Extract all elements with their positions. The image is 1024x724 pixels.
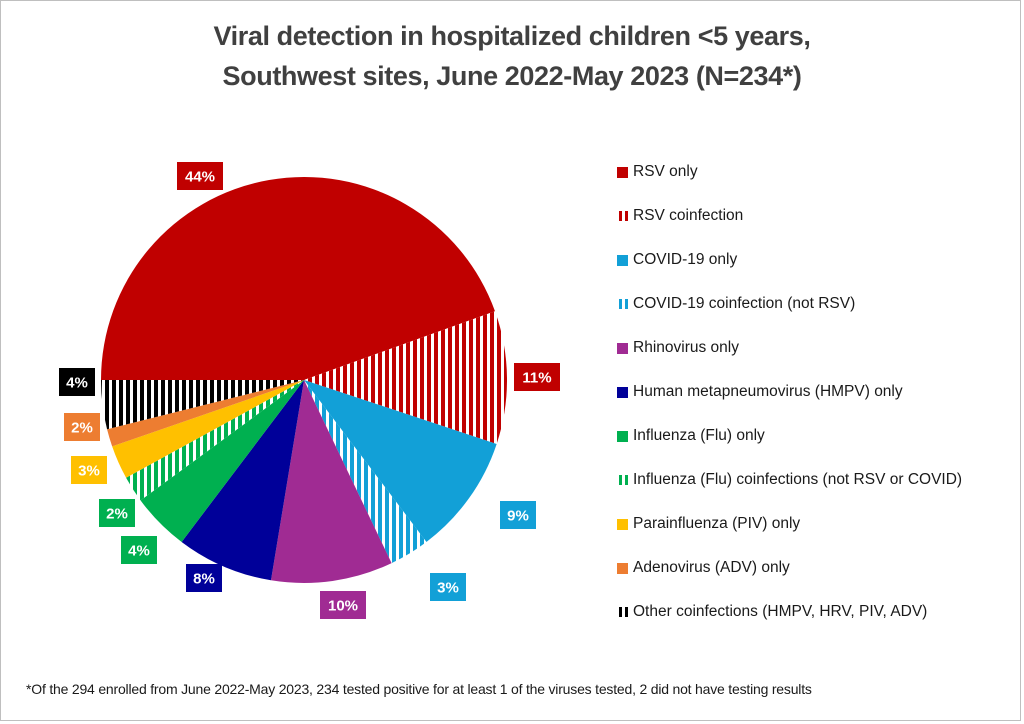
data-label-influenza-flu-only: 4% [121, 536, 157, 564]
pie-slice-human-metapneumovirus-hmpv-only [181, 380, 304, 581]
legend-swatch [617, 342, 628, 354]
data-label-box [320, 591, 366, 619]
data-label-text: 9% [507, 508, 529, 525]
legend-swatch [619, 299, 628, 309]
legend-label: COVID-19 coinfection (not RSV) [633, 295, 856, 312]
pie-data-labels: 44% 11% 9% 3% 10% 8% 4% 2% 3% 2% 4% [59, 162, 560, 619]
data-label-text: 3% [78, 463, 100, 480]
data-label-text: 3% [437, 580, 459, 597]
data-label-box [186, 564, 222, 592]
data-label-box [121, 536, 157, 564]
data-label-rsv-coinfection: 11% [514, 363, 560, 391]
data-label-box [64, 413, 100, 441]
data-label-box [99, 499, 135, 527]
legend-item-influenza-flu-coinfections-not-rsv-or-covid: Influenza (Flu) coinfections (not RSV or… [617, 468, 962, 492]
legend-item-rsv-coinfection: RSV coinfection [617, 204, 743, 228]
pie-slice-adenovirus-adv-only [107, 380, 304, 447]
chart-title-line-2: Southwest sites, June 2022-May 2023 (N=2… [222, 61, 802, 91]
legend-item-human-metapneumovirus-hmpv-only: Human metapneumovirus (HMPV) only [617, 380, 903, 404]
pie-slice-rsv-only [101, 177, 495, 380]
legend-item-parainfluenza-piv-only: Parainfluenza (PIV) only [617, 512, 800, 536]
legend-swatch [617, 518, 628, 530]
data-label-box [500, 501, 536, 529]
legend-item-influenza-flu-only: Influenza (Flu) only [617, 424, 765, 448]
legend-label: RSV only [633, 163, 698, 180]
legend-label: Influenza (Flu) only [633, 427, 765, 444]
legend-label: Other coinfections (HMPV, HRV, PIV, ADV) [633, 603, 928, 620]
legend-item-other-coinfections-hmpv-hrv-piv-adv: Other coinfections (HMPV, HRV, PIV, ADV) [617, 600, 927, 624]
data-label-parainfluenza-piv-only: 3% [71, 456, 107, 484]
data-label-covid-19-only: 9% [500, 501, 536, 529]
data-label-text: 4% [128, 543, 150, 560]
pie-slice-rhinovirus-only [270, 380, 392, 584]
legend-label: RSV coinfection [633, 207, 744, 224]
pie-slice-influenza-flu-coinfections-not-rsv-or-covid [126, 380, 304, 501]
data-label-influenza-flu-coinfections-not-rsv-or-covid: 2% [99, 499, 135, 527]
pie-slices [101, 177, 508, 584]
legend-swatch [619, 607, 628, 617]
legend-swatch [617, 166, 628, 178]
legend-label: Parainfluenza (PIV) only [633, 515, 801, 532]
legend-label: COVID-19 only [633, 251, 738, 268]
footnote: *Of the 294 enrolled from June 2022-May … [26, 681, 812, 697]
legend-label: Adenovirus (ADV) only [633, 559, 790, 576]
legend-label: Human metapneumovirus (HMPV) only [633, 383, 903, 400]
data-label-box [59, 368, 95, 396]
pie-slice-rsv-coinfection [304, 311, 508, 444]
data-label-box [514, 363, 560, 391]
pie-slice-other-coinfections-hmpv-hrv-piv-adv [101, 380, 304, 430]
pie-slice-parainfluenza-piv-only [112, 380, 305, 478]
legend-swatch [617, 562, 628, 574]
legend-label: Influenza (Flu) coinfections (not RSV or… [633, 471, 963, 488]
data-label-text: 10% [328, 598, 358, 615]
legend-item-covid-19-coinfection-not-rsv: COVID-19 coinfection (not RSV) [617, 292, 855, 316]
legend-label: Rhinovirus only [633, 339, 739, 356]
pie-chart: 44% 11% 9% 3% 10% 8% 4% 2% 3% 2% 4% [59, 162, 560, 619]
chart-title-line-1: Viral detection in hospitalized children… [213, 21, 811, 51]
pie-slice-covid-19-coinfection-not-rsv [304, 380, 427, 564]
pie-slice-covid-19-only [304, 380, 497, 542]
pie-slice-influenza-flu-only [140, 380, 304, 542]
data-label-adenovirus-adv-only: 2% [64, 413, 100, 441]
data-label-box [71, 456, 107, 484]
data-label-text: 11% [522, 370, 551, 387]
data-label-rsv-only: 44% [177, 162, 223, 190]
legend-swatch [617, 254, 628, 266]
data-label-other-coinfections-hmpv-hrv-piv-adv: 4% [59, 368, 95, 396]
legend-item-adenovirus-adv-only: Adenovirus (ADV) only [617, 556, 790, 580]
legend-item-covid-19-only: COVID-19 only [617, 248, 737, 272]
legend-swatch [617, 386, 628, 398]
data-label-text: 2% [71, 420, 93, 437]
legend-swatch [619, 211, 628, 221]
data-label-human-metapneumovirus-hmpv-only: 8% [186, 564, 222, 592]
data-label-covid-19-coinfection-not-rsv: 3% [430, 573, 466, 601]
legend-swatch [617, 430, 628, 442]
legend-item-rsv-only: RSV only [617, 160, 698, 184]
data-label-rhinovirus-only: 10% [320, 591, 366, 619]
legend-item-rhinovirus-only: Rhinovirus only [617, 336, 739, 360]
data-label-box [177, 162, 223, 190]
legend-swatch [619, 475, 628, 485]
data-label-text: 44% [185, 169, 215, 186]
data-label-text: 8% [193, 571, 215, 588]
data-label-text: 2% [106, 506, 128, 523]
chart-title: Viral detection in hospitalized children… [0, 16, 1024, 96]
data-label-box [430, 573, 466, 601]
data-label-text: 4% [66, 375, 88, 392]
